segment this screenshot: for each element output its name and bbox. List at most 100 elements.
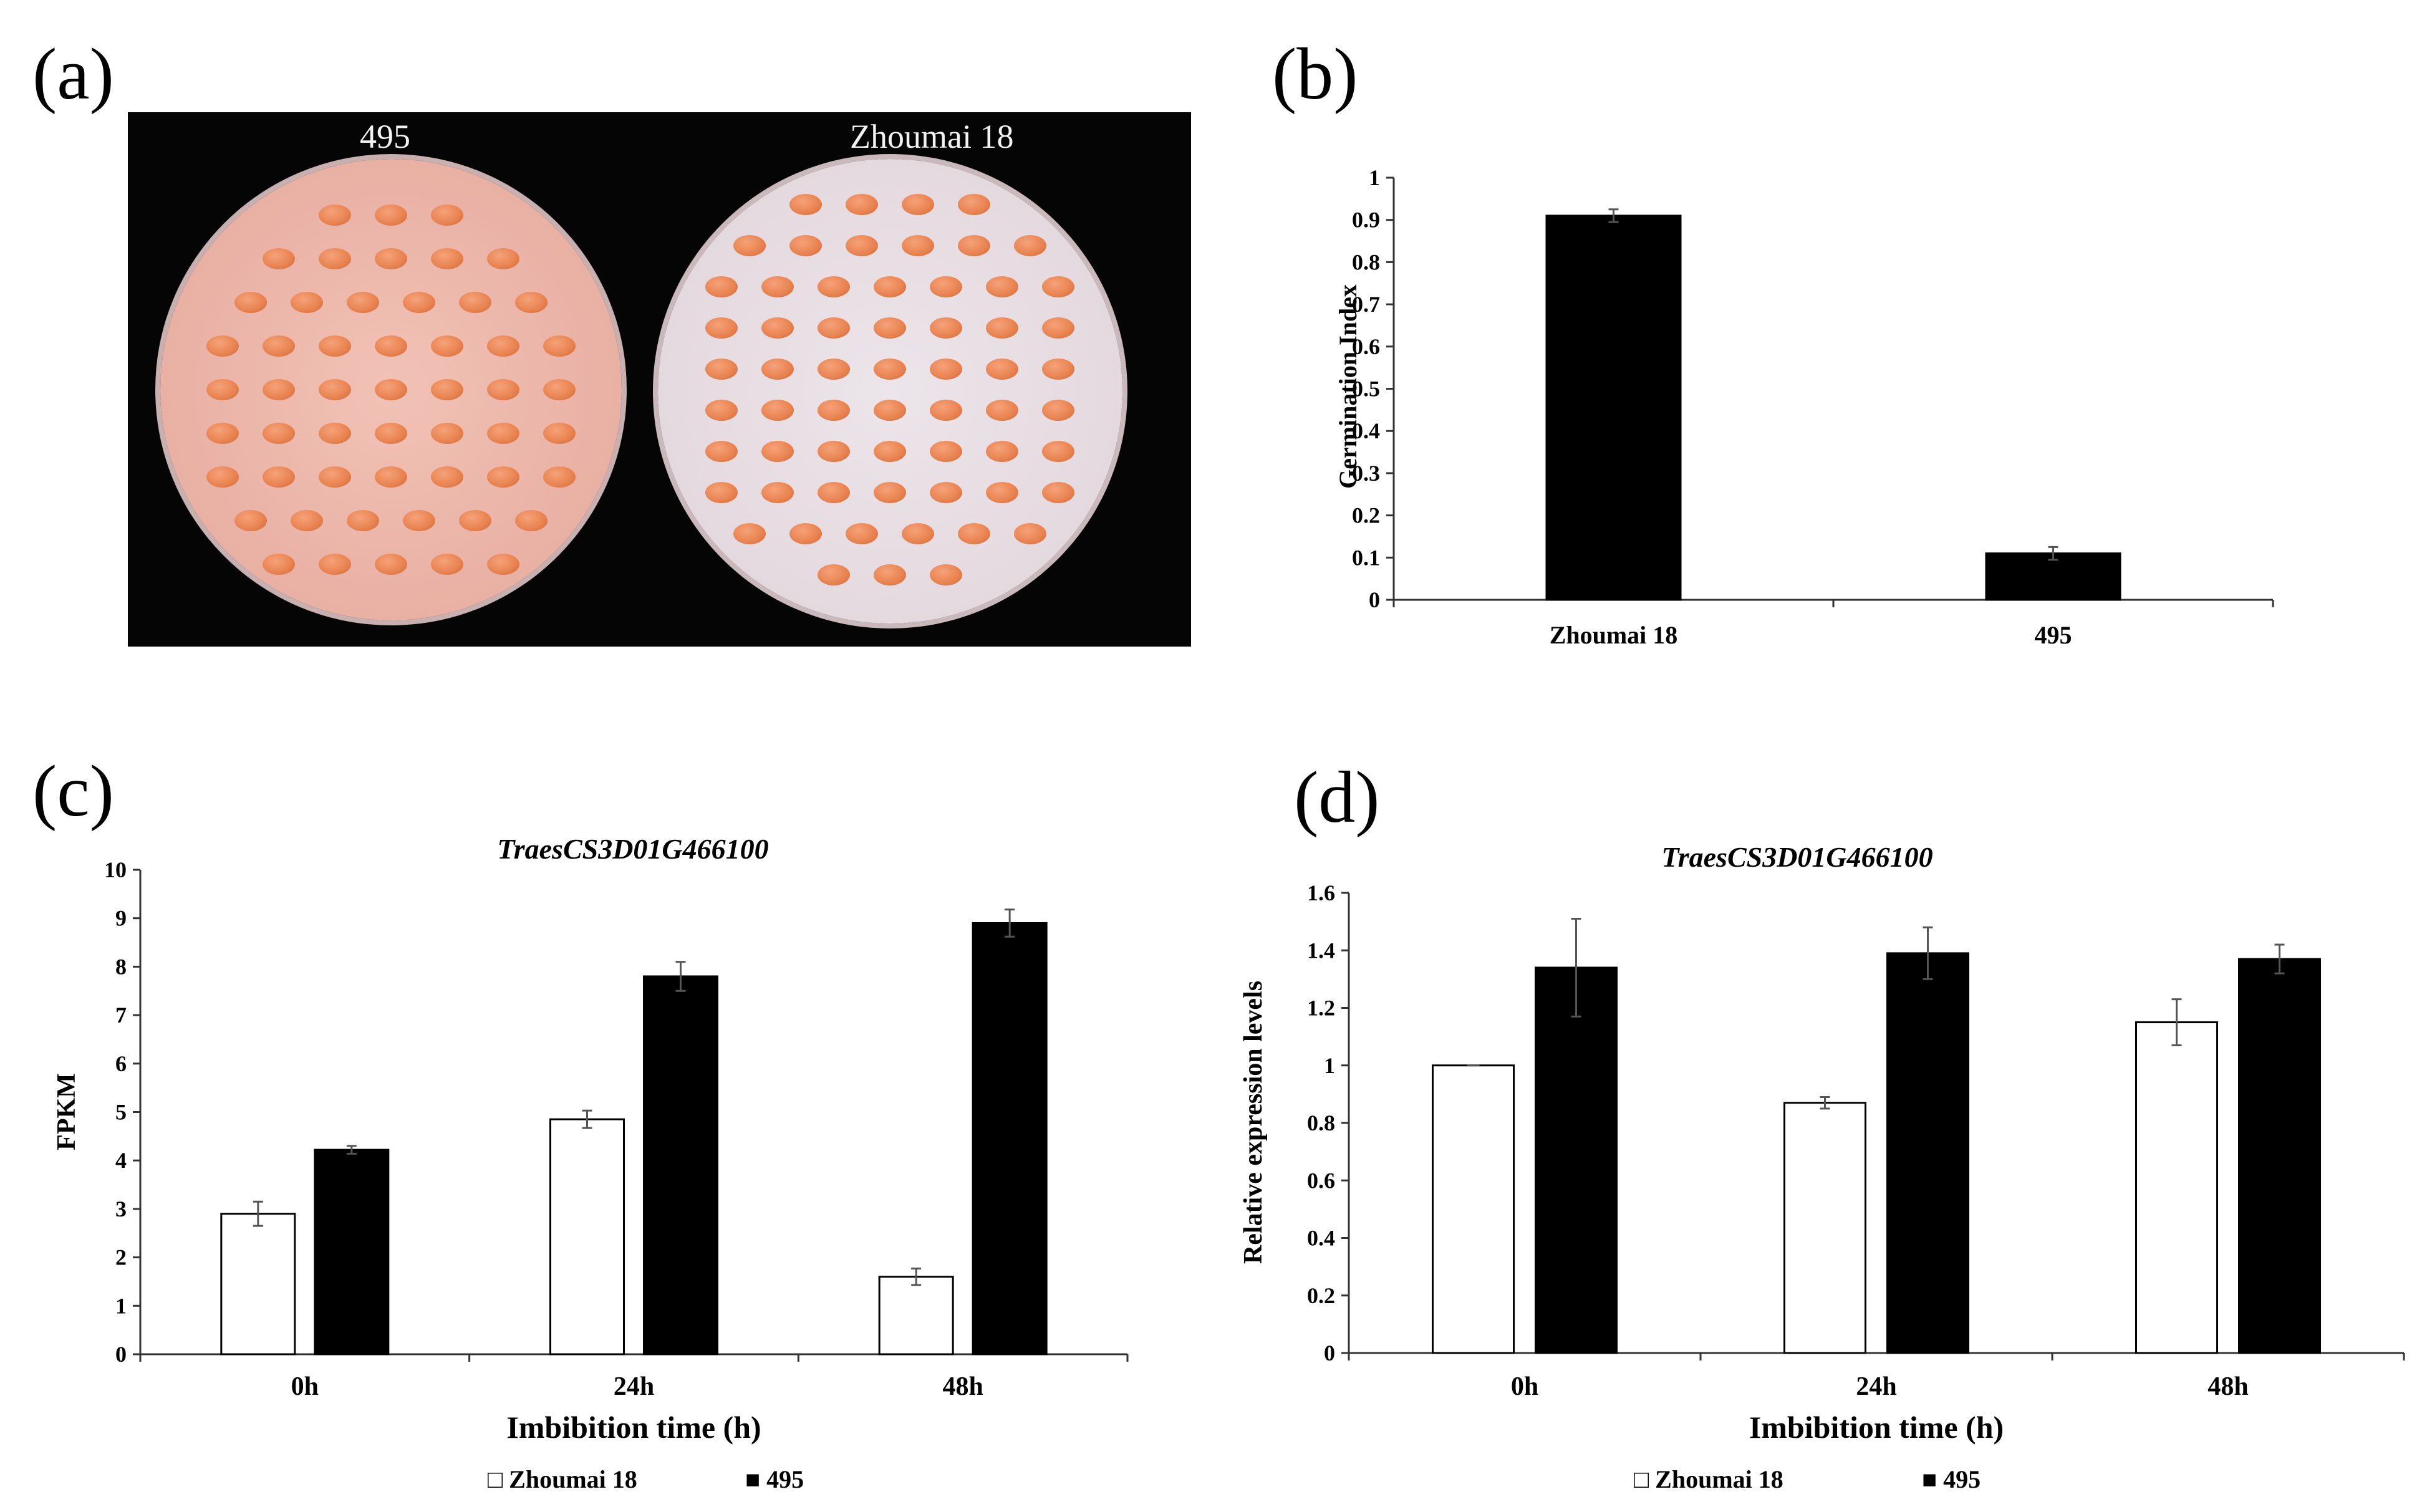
y-axis-label: Relative expression levels: [1239, 981, 1268, 1264]
seed: [206, 335, 239, 357]
seed: [789, 523, 822, 544]
seed: [375, 466, 407, 488]
y-tick-label: 0.9: [1352, 208, 1380, 233]
y-tick-label: 0.6: [1307, 1168, 1335, 1193]
panel-label-c: (c): [32, 750, 114, 832]
y-tick-label: 0.4: [1352, 418, 1380, 443]
seed: [930, 276, 962, 297]
y-tick-label: 7: [115, 1003, 127, 1028]
seed: [733, 235, 766, 256]
y-tick-label: 1: [115, 1293, 127, 1318]
seed: [431, 335, 463, 357]
bar-zhoumai-18-48h: [2135, 1021, 2218, 1354]
seed: [930, 441, 962, 462]
y-tick-label: 0.4: [1307, 1226, 1335, 1251]
seed: [1042, 482, 1074, 503]
x-category-label: 0h: [291, 1372, 319, 1401]
seed: [902, 235, 934, 256]
seed: [761, 317, 794, 339]
seed: [263, 335, 295, 357]
seed: [543, 379, 576, 400]
bar-495-0h: [1535, 966, 1618, 1354]
bar-495-0h: [314, 1148, 390, 1356]
seed: [1042, 441, 1074, 462]
y-tick-label: 0.7: [1352, 292, 1380, 317]
bar-germination-index-495: [1985, 552, 2121, 601]
y-tick-label: 0.8: [1307, 1110, 1335, 1135]
seed: [206, 379, 239, 400]
x-axis-label: Imbibition time (h): [506, 1410, 761, 1445]
y-axis-label: FPKM: [52, 1073, 81, 1150]
bar-zhoumai-18-24h: [549, 1118, 625, 1356]
chart-fpkm: 0 1 2 3 4 5 6 7 8 9 10 0h 24h 48h FPKM TraesCS3D01G4661…: [52, 833, 1129, 1493]
seed: [375, 379, 407, 400]
y-tick-label: 10: [104, 857, 127, 882]
seed: [206, 466, 239, 488]
panel-label-b: (b): [1272, 33, 1358, 115]
y-tick-label: 0.8: [1352, 249, 1380, 274]
y-tick-label: 0.1: [1352, 545, 1380, 570]
seed: [291, 510, 323, 531]
seed: [487, 379, 519, 400]
seed: [431, 205, 463, 226]
seed: [705, 276, 738, 297]
bar-495-48h: [972, 922, 1048, 1356]
seed: [1014, 235, 1046, 256]
bar-germination-index-zhoumai-18: [1545, 214, 1682, 601]
x-category-label: 24h: [1856, 1372, 1896, 1401]
seed: [986, 276, 1018, 297]
y-tick-label: 0.2: [1352, 503, 1380, 528]
seed: [487, 466, 519, 488]
seed: [487, 335, 519, 357]
y-tick-label: 2: [115, 1245, 127, 1270]
seed: [874, 564, 906, 585]
seed: [874, 317, 906, 339]
legend-entry: □ Zhoumai 18: [1634, 1465, 1783, 1493]
chart-germination-index: 0 0.1 0.2 0.3 0.4 0.5 0.6 0.7 0.8 0.9 1 Zhoumai 18 4…: [1334, 165, 2274, 649]
seed: [319, 248, 351, 269]
seed: [846, 194, 878, 215]
seed: [705, 317, 738, 339]
photo-label-zhoumai-18: Zhoumai 18: [850, 118, 1014, 155]
seed: [543, 423, 576, 444]
seed: [930, 564, 962, 585]
seed: [818, 441, 850, 462]
seed: [761, 359, 794, 380]
legend-entry: ■ 495: [1922, 1465, 1981, 1493]
y-tick-label: 1: [1369, 165, 1380, 190]
photo-label-495: 495: [360, 118, 410, 155]
seed: [263, 554, 295, 575]
seed: [986, 317, 1018, 339]
y-tick-label: 4: [115, 1148, 127, 1173]
bar-zhoumai-18-0h: [220, 1213, 296, 1356]
y-tick-label: 1.6: [1307, 880, 1335, 905]
x-category-label: Zhoumai 18: [1550, 621, 1678, 649]
seed: [263, 379, 295, 400]
legend-entry: □ Zhoumai 18: [488, 1465, 637, 1493]
y-tick-label: 8: [115, 954, 127, 979]
seed: [874, 276, 906, 297]
seed: [846, 523, 878, 544]
seed: [930, 359, 962, 380]
seed: [902, 194, 934, 215]
seed: [291, 292, 323, 313]
seed: [986, 359, 1018, 380]
seed: [1042, 359, 1074, 380]
seed: [487, 423, 519, 444]
x-category-label: 48h: [942, 1372, 983, 1401]
bar-zhoumai-18-48h: [878, 1276, 954, 1356]
seed: [263, 466, 295, 488]
chart-title: TraesCS3D01G466100: [497, 833, 768, 865]
seed: [515, 510, 548, 531]
seed: [818, 400, 850, 421]
seed: [761, 400, 794, 421]
y-tick-label: 0.2: [1307, 1283, 1335, 1308]
seed: [319, 335, 351, 357]
seed: [789, 194, 822, 215]
y-tick-label: 1: [1324, 1053, 1335, 1078]
seed: [319, 466, 351, 488]
seed: [761, 482, 794, 503]
bar-zhoumai-18-24h: [1783, 1102, 1866, 1354]
seed: [263, 248, 295, 269]
seed: [874, 400, 906, 421]
